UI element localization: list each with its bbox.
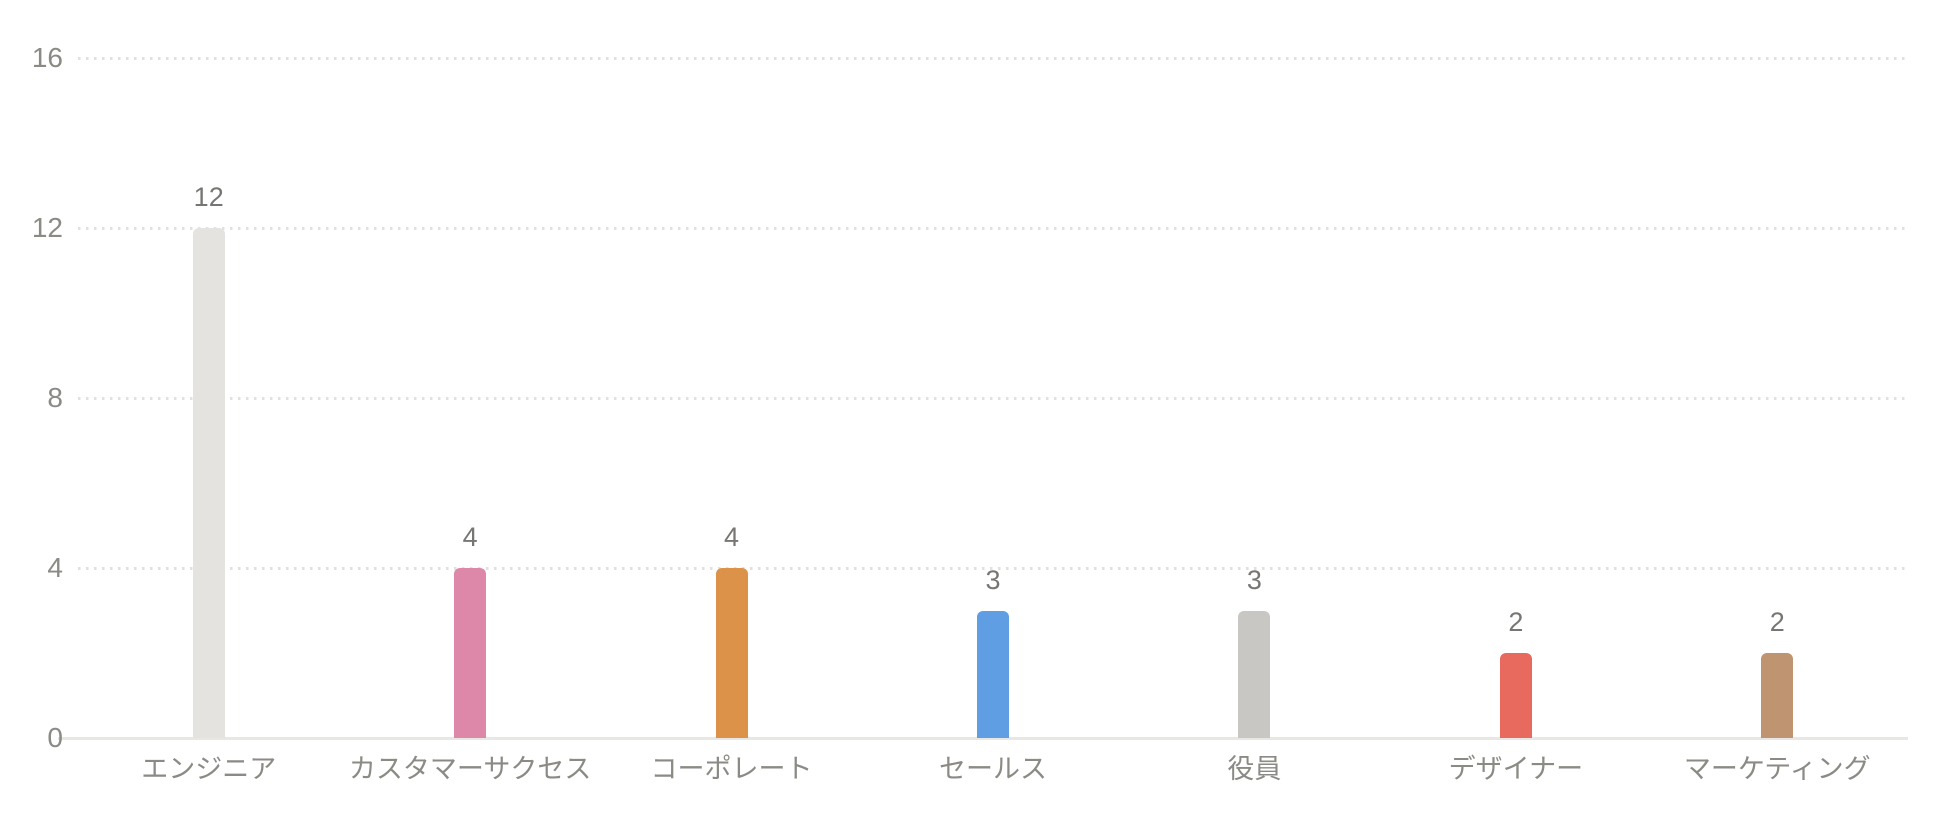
- bar[interactable]: [1761, 653, 1794, 738]
- bar-value-label: 12: [193, 182, 224, 212]
- y-axis-tick-label: 0: [47, 722, 63, 753]
- x-axis-label: デザイナー: [1448, 754, 1584, 784]
- bar[interactable]: [1238, 610, 1271, 738]
- bar[interactable]: [977, 610, 1009, 738]
- bar-value-label: 4: [462, 522, 478, 552]
- x-axis-label: セールス: [938, 754, 1047, 784]
- bar[interactable]: [715, 568, 748, 738]
- y-axis-tick-label: 16: [31, 42, 63, 73]
- bar[interactable]: [454, 568, 487, 738]
- x-axis-label: コーポレート: [650, 754, 813, 784]
- gridline: [78, 57, 1908, 60]
- bar-value-label: 3: [985, 564, 1001, 595]
- x-axis-label: カスタマーサクセス: [348, 754, 592, 784]
- bar[interactable]: [192, 228, 225, 738]
- bar-value-label: 2: [1769, 607, 1785, 637]
- x-axis-line: [58, 737, 1908, 740]
- y-axis-tick-label: 8: [47, 382, 63, 413]
- x-axis-label: エンジニア: [141, 754, 277, 784]
- bar-value-label: 4: [724, 522, 740, 552]
- gridline: [78, 227, 1908, 230]
- gridline: [78, 397, 1908, 400]
- gridline: [78, 567, 1908, 570]
- bar[interactable]: [1499, 653, 1532, 738]
- y-axis-tick-label: 12: [31, 212, 63, 243]
- bar-value-label: 3: [1246, 564, 1262, 595]
- bar-value-label: 2: [1508, 607, 1524, 637]
- x-axis-label: 役員: [1227, 754, 1282, 784]
- y-axis-tick-label: 4: [47, 552, 63, 583]
- x-axis-label: マーケティング: [1683, 754, 1871, 784]
